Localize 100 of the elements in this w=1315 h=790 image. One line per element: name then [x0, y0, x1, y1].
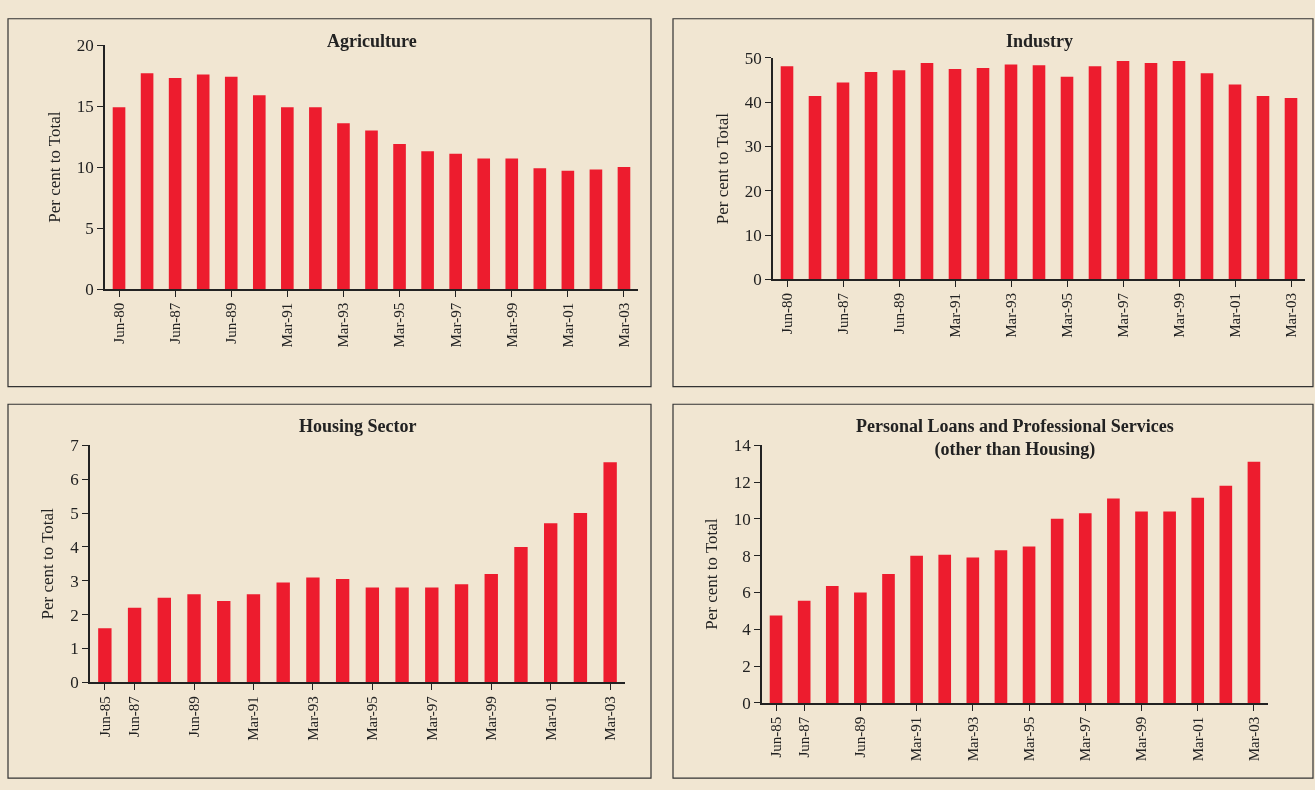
x-tick-label: Mar-97 — [1114, 292, 1131, 338]
chart-title: Agriculture — [327, 31, 417, 51]
bar — [780, 66, 794, 280]
bar — [112, 107, 126, 290]
chart-title: Personal Loans and Professional Services (other than Housing) — [856, 416, 1174, 461]
bar — [976, 67, 990, 280]
bar — [544, 523, 558, 683]
bar — [449, 153, 462, 290]
bar — [573, 513, 588, 683]
x-tick-label: Jun-87 — [796, 716, 813, 758]
bar — [1247, 461, 1261, 703]
bar — [561, 170, 575, 290]
y-tick-label: 15 — [76, 97, 94, 117]
x-tick-label: Jun-89 — [890, 293, 907, 334]
bar — [825, 586, 839, 703]
bar — [1060, 76, 1074, 280]
x-tick-label: Mar-91 — [279, 302, 296, 348]
bar — [533, 168, 547, 290]
x-tick-label: Jun-85 — [767, 716, 784, 758]
x-tick-label: Mar-03 — [615, 302, 632, 348]
y-tick-label: 30 — [744, 137, 762, 157]
bar — [1107, 498, 1120, 703]
y-tick-label: 20 — [76, 36, 94, 56]
x-tick-label: Mar-01 — [559, 302, 576, 348]
x-tick-label: Mar-93 — [1002, 293, 1019, 338]
y-tick-label: 2 — [742, 657, 751, 677]
y-axis-title: Per cent to Total — [701, 518, 721, 630]
bar — [1219, 485, 1233, 703]
y-tick-label: 7 — [70, 436, 80, 456]
x-tick-label: Mar-03 — [602, 696, 619, 741]
bar — [365, 130, 378, 290]
bar — [168, 78, 182, 290]
bar — [910, 555, 923, 703]
bar — [1200, 73, 1214, 280]
bar — [127, 607, 142, 683]
bar — [882, 574, 895, 703]
y-axis-title: Per cent to Total — [38, 507, 58, 620]
bar — [1228, 84, 1242, 280]
bar — [425, 587, 439, 683]
bar — [484, 573, 498, 683]
bar — [1116, 60, 1130, 280]
bar — [1004, 64, 1018, 280]
y-tick-label: 4 — [70, 537, 80, 557]
bar — [252, 95, 266, 290]
x-tick-label: Mar-97 — [447, 302, 464, 348]
bar — [454, 584, 469, 683]
bar — [365, 587, 380, 683]
bar — [1284, 98, 1298, 280]
x-tick-label: Mar-99 — [1170, 293, 1187, 338]
bar — [769, 615, 783, 703]
bar — [505, 158, 519, 290]
x-tick-label: Jun-80 — [778, 293, 795, 334]
bar — [797, 600, 811, 703]
x-tick-label: Mar-99 — [503, 302, 520, 348]
x-tick-label: Jun-85 — [96, 696, 113, 737]
y-tick-label: 0 — [85, 280, 94, 300]
bar — [1022, 546, 1036, 703]
y-tick-label: 0 — [753, 270, 762, 290]
y-tick-label: 6 — [742, 583, 751, 603]
x-tick-label: Mar-99 — [483, 696, 500, 741]
bar — [1172, 60, 1186, 280]
bar — [98, 628, 112, 683]
x-tick-label: Mar-93 — [335, 302, 352, 348]
bar — [306, 577, 320, 683]
y-tick-label: 1 — [70, 639, 79, 659]
bar — [1078, 513, 1092, 703]
x-tick-label: Mar-95 — [1020, 716, 1037, 762]
bar — [395, 587, 409, 683]
bar — [966, 557, 980, 703]
bar — [948, 68, 962, 280]
bar — [276, 582, 290, 683]
bar — [157, 597, 171, 683]
bar — [337, 123, 350, 290]
bar — [477, 158, 491, 290]
x-tick-label: Mar-91 — [908, 716, 925, 762]
bar — [617, 167, 631, 290]
x-tick-label: Mar-03 — [1282, 293, 1299, 338]
x-tick-label: Mar-97 — [423, 695, 440, 741]
y-tick-label: 4 — [742, 620, 752, 640]
y-tick-label: 5 — [70, 503, 79, 523]
bar — [1088, 66, 1102, 280]
bar — [421, 151, 434, 290]
bar — [938, 554, 952, 703]
bar — [603, 462, 617, 683]
bar — [246, 594, 261, 683]
bar — [1191, 497, 1205, 703]
bar — [589, 169, 603, 290]
y-tick-label: 10 — [733, 509, 751, 529]
y-tick-label: 10 — [76, 158, 94, 178]
bar — [864, 71, 878, 280]
bar — [1256, 95, 1270, 280]
bar — [187, 594, 201, 683]
chart-title: Industry — [1006, 31, 1074, 51]
y-tick-label: 6 — [70, 470, 79, 490]
bar — [196, 74, 210, 290]
bar — [281, 107, 294, 290]
x-tick-label: Jun-87 — [834, 292, 851, 334]
x-tick-label: Mar-93 — [304, 696, 321, 741]
x-tick-label: Mar-01 — [1226, 293, 1243, 338]
y-tick-label: 12 — [733, 473, 751, 493]
